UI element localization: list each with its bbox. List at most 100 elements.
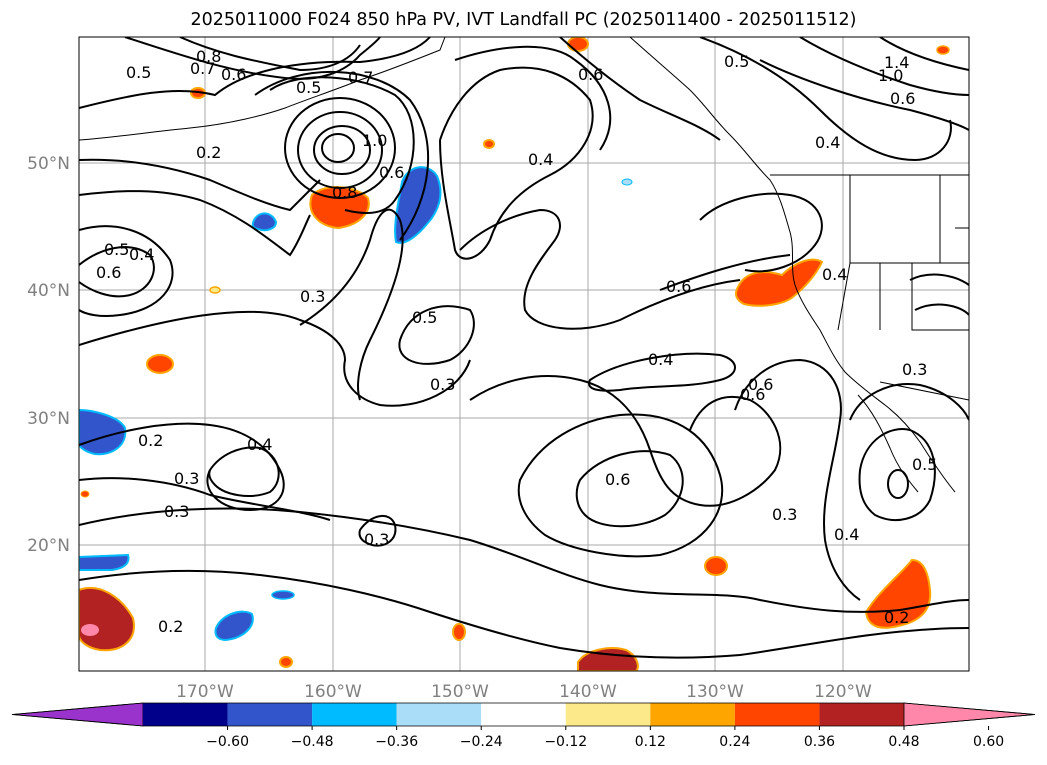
positive-anomaly-region (80, 490, 90, 498)
contour-line (79, 569, 969, 659)
positive-anomaly-region (704, 556, 728, 576)
positive-anomaly-region (735, 258, 824, 307)
contour-line (179, 37, 361, 72)
contour-line (398, 305, 475, 365)
contour-line (799, 37, 969, 96)
contour-label: 0.5 (912, 455, 937, 474)
lat-label: 40°N (27, 281, 70, 301)
negative-anomaly-region (251, 212, 278, 232)
lon-label: 140°W (559, 682, 617, 702)
latitude-labels: 50°N 40°N 30°N 20°N (27, 154, 70, 556)
contour-label: 0.3 (902, 360, 927, 379)
contour-label: 0.4 (648, 350, 673, 369)
colorbar-tick-label: −0.12 (544, 734, 587, 750)
colorbar-extend-max (903, 702, 1036, 727)
contour-label: 0.3 (430, 375, 455, 394)
contour-label: 0.6 (740, 385, 765, 404)
coastline-north-america (629, 37, 956, 493)
contour-label: 0.5 (104, 240, 129, 259)
contour-line (559, 37, 721, 141)
colorbar-tick-label: −0.36 (375, 734, 418, 750)
positive-anomaly-region (483, 139, 495, 149)
positive-anomaly-region (279, 656, 293, 668)
contour-label: 0.6 (96, 263, 121, 282)
contour-line (439, 66, 594, 260)
colorbar-extend-min (11, 702, 144, 727)
contour-line (575, 450, 684, 528)
contour-label: 0.4 (129, 245, 154, 264)
colorbar-tick-label: −0.48 (291, 734, 334, 750)
contour-line (699, 37, 952, 162)
contour-label: 0.2 (138, 431, 163, 450)
lat-label: 50°N (27, 154, 70, 174)
contour-line (299, 208, 404, 401)
contour-label: 0.8 (332, 183, 357, 202)
contour-label: 1.4 (884, 53, 909, 72)
contour-label: 0.5 (724, 52, 749, 71)
colorbar-segment (819, 703, 904, 726)
map-title: 2025011000 F024 850 hPa PV, IVT Landfall… (190, 10, 857, 30)
coastlines (79, 37, 969, 493)
contour-label: 0.2 (884, 608, 909, 627)
contour-line (469, 375, 782, 507)
colorbar-ticks: −0.60 −0.48 −0.36 −0.24 −0.12 0.12 0.24 0.36 0.4… (206, 726, 1004, 750)
contour-line (269, 76, 415, 214)
negative-anomaly-region (79, 553, 130, 571)
negative-anomaly-region (214, 610, 254, 642)
lon-label: 150°W (431, 682, 489, 702)
colorbar-tick-label: 0.60 (973, 734, 1004, 750)
contour-label: 1.0 (362, 131, 387, 150)
contour-line (79, 190, 311, 257)
contour-line (454, 45, 612, 151)
contour-line (358, 515, 397, 547)
contour-label: 0.4 (528, 150, 553, 169)
contour-line (909, 273, 969, 286)
lon-label: 120°W (814, 682, 872, 702)
longitude-labels: 170°W 160°W 150°W 140°W 130°W 120°W (176, 682, 872, 702)
colorbar-segment (481, 703, 566, 726)
contour-line (254, 71, 430, 241)
colorbar-tick-label: 0.48 (888, 734, 919, 750)
contour-ring (297, 111, 383, 189)
colorbar-segments (11, 702, 1036, 727)
colorbar-segment (143, 703, 228, 726)
negative-anomaly-region (271, 590, 295, 600)
positive-anomaly-region (209, 286, 221, 294)
colorbar-segment (396, 703, 482, 726)
contour-label: 0.4 (822, 265, 847, 284)
colorbar-outline (11, 702, 1036, 727)
contour-label: 0.3 (300, 287, 325, 306)
lon-label: 160°W (304, 682, 362, 702)
lat-label: 30°N (27, 409, 70, 429)
contour-ring (321, 133, 355, 163)
contour-line (517, 413, 724, 558)
colorbar-tick-label: 0.24 (719, 734, 750, 750)
pv-contours (79, 37, 969, 659)
colorbar-segment (312, 703, 397, 726)
map-panel (78, 36, 970, 672)
contour-label: 0.6 (666, 277, 691, 296)
positive-anomaly-region (452, 623, 466, 641)
contour-label: 0.3 (164, 502, 189, 521)
contour-line (879, 37, 969, 71)
map-background (79, 37, 969, 671)
lon-label: 170°W (176, 682, 234, 702)
contour-line (759, 59, 969, 131)
contour-label: 0.4 (834, 525, 859, 544)
contour-ring (313, 125, 371, 175)
contour-line (79, 246, 155, 298)
contour-label: 0.6 (748, 375, 773, 394)
contour-label: 0.2 (196, 143, 221, 162)
contour-line (858, 428, 936, 521)
coastline-baja (857, 394, 919, 493)
contour-line (79, 310, 471, 407)
contour-label: 0.6 (605, 470, 630, 489)
colorbar-tick-label: −0.24 (460, 734, 503, 750)
contour-line (79, 225, 174, 318)
contour-label: 0.6 (221, 65, 246, 84)
positive-anomaly-region (936, 45, 950, 55)
negative-anomaly-region (621, 178, 633, 186)
colorbar: −0.60 −0.48 −0.36 −0.24 −0.12 0.12 0.24 0.36 0.4… (11, 702, 1036, 750)
map-frame (78, 36, 970, 672)
